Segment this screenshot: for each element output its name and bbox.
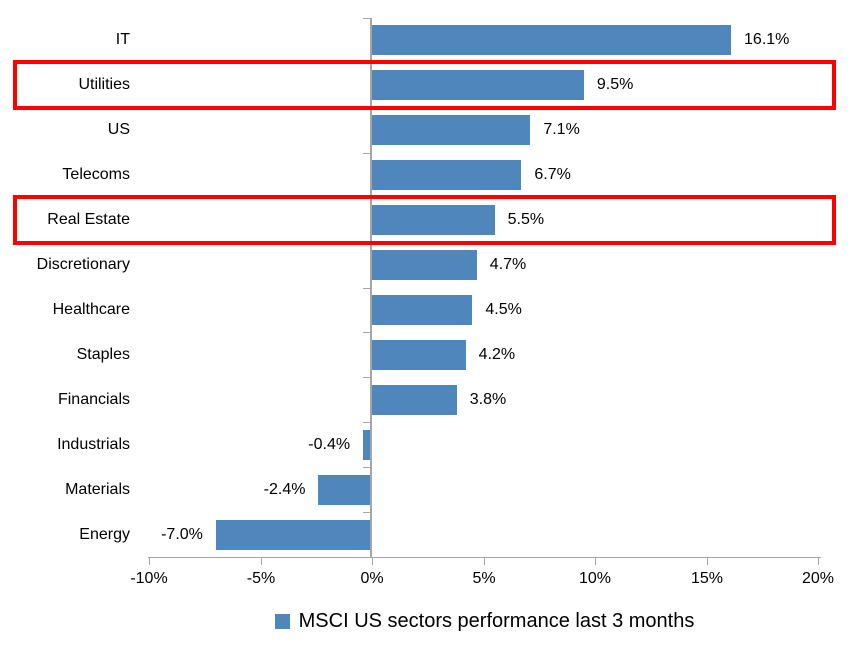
x-tick-label: 15% [690,570,724,587]
highlight-box-utilities [13,60,836,110]
bar-value-label: -0.4% [308,436,351,453]
bar-value-label: -2.4% [263,481,306,498]
x-tick-mark [149,557,150,565]
category-tick-mark [363,152,371,154]
x-tick-label: 20% [801,570,835,587]
bar-financials [372,385,457,415]
x-tick-mark [261,557,262,565]
category-label-materials: Materials [65,481,130,498]
bar-real-estate [372,205,495,235]
bar-value-label: 5.5% [507,211,545,228]
category-label-telecoms: Telecoms [62,166,130,183]
category-tick-mark [363,377,371,379]
category-label-utilities: Utilities [78,76,130,93]
legend-marker-square [274,613,290,629]
category-tick-mark [363,18,371,19]
category-label-real-estate: Real Estate [47,211,130,228]
x-tick-mark [818,557,819,565]
x-tick-mark [707,557,708,565]
x-tick-mark [372,557,373,565]
category-label-healthcare: Healthcare [52,301,130,318]
bar-materials [318,475,372,505]
x-tick-mark [595,557,596,565]
bar-value-label: 6.7% [534,166,571,183]
legend-label: MSCI US sectors performance last 3 month… [298,610,695,632]
chart-legend: MSCI US sectors performance last 3 month… [148,611,821,631]
bar-us [372,115,531,145]
x-tick-label: 5% [472,570,496,587]
category-tick-mark [363,287,371,289]
category-label-industrials: Industrials [57,436,130,453]
highlight-box-real-estate [13,195,836,245]
category-label-staples: Staples [76,346,130,363]
bar-value-label: 4.7% [489,256,527,273]
x-tick-label: 0% [360,570,384,587]
bar-value-label: 16.1% [744,31,790,48]
x-tick-mark [484,557,485,565]
category-label-financials: Financials [57,391,130,408]
x-tick-label: -10% [130,570,168,587]
category-label-us: US [107,121,130,138]
bar-it [372,25,732,55]
category-tick-mark [363,512,371,514]
category-tick-mark [363,467,371,469]
category-label-it: IT [115,31,130,48]
bar-utilities [372,70,584,100]
bar-discretionary [372,250,477,280]
bar-value-label: 7.1% [543,121,580,138]
bar-staples [372,340,466,370]
bar-energy [215,520,372,550]
bar-value-label: 9.5% [596,76,634,93]
category-label-energy: Energy [79,526,130,543]
bar-telecoms [372,160,522,190]
bar-industrials [363,430,372,460]
category-tick-mark [363,332,371,334]
x-tick-label: -5% [246,570,276,587]
bar-value-label: 3.8% [469,391,507,408]
category-label-discretionary: Discretionary [36,256,130,273]
bar-value-label: 4.2% [478,346,516,363]
category-axis-line [370,18,372,558]
value-axis-line [148,557,821,558]
x-tick-label: 10% [578,570,612,587]
bar-healthcare [372,295,473,325]
category-tick-mark [363,557,371,559]
bar-value-label: 4.5% [485,301,522,318]
bar-value-label: -7.0% [161,526,203,543]
category-tick-mark [363,422,371,424]
